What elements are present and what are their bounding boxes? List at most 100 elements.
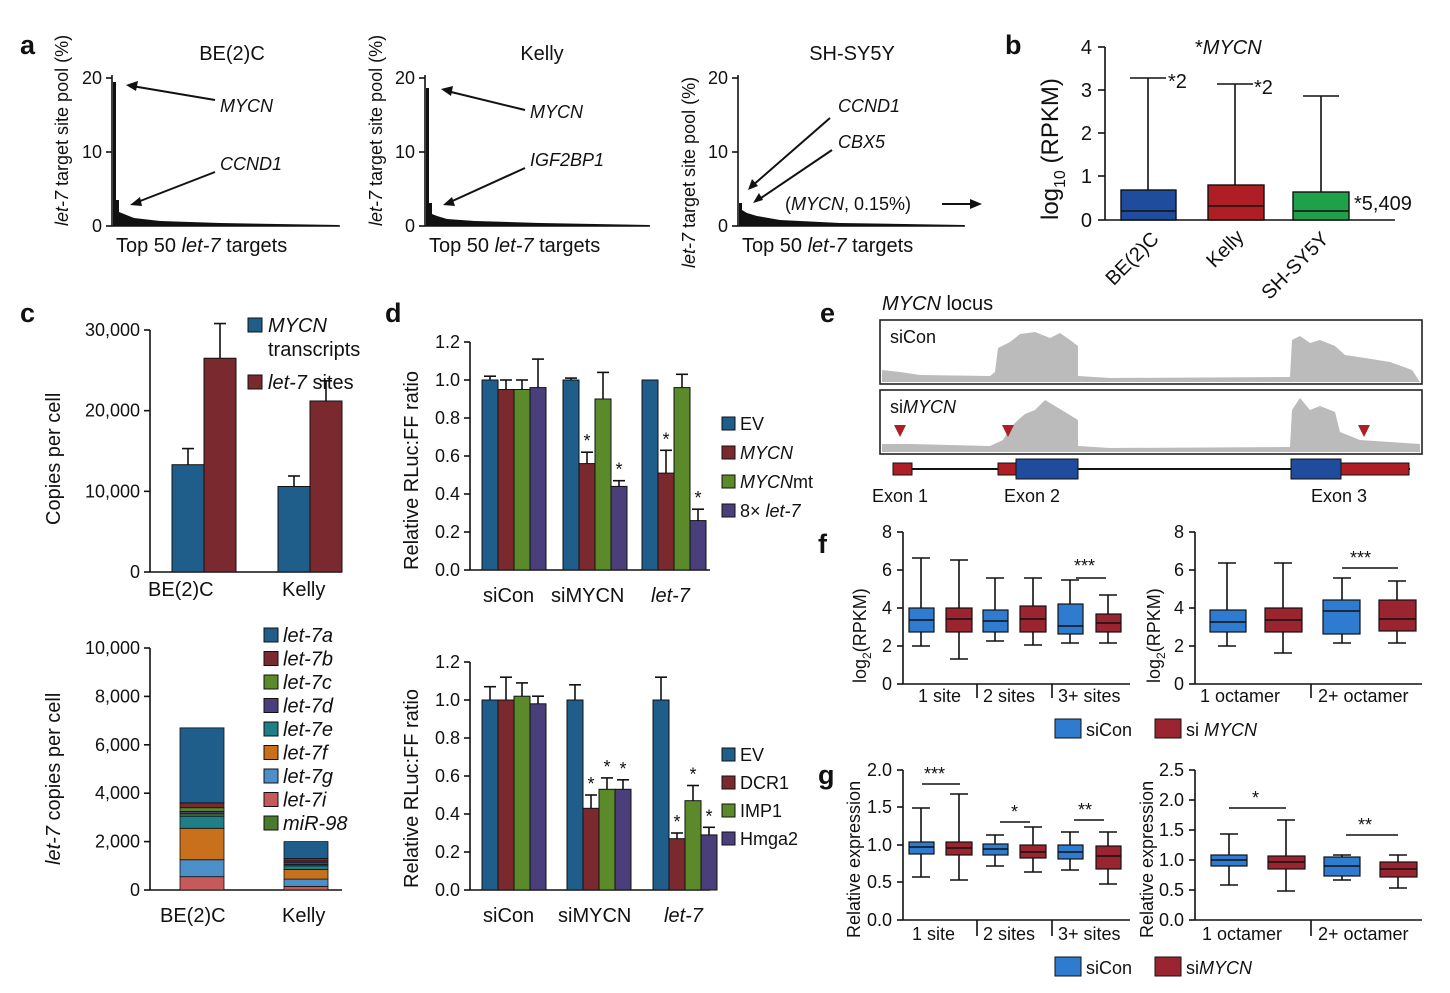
tick-label: 1.0 (435, 690, 460, 710)
tick-label: 30,000 (85, 320, 140, 340)
significance-star: * (619, 759, 626, 779)
legend-label: transcripts (268, 339, 360, 361)
x-axis-label: Top 50 let-7 targets (742, 235, 913, 257)
legend-swatch (263, 721, 279, 737)
y-axis-label: Relative RLuc:FF ratio (401, 371, 423, 570)
stacked-segment (179, 876, 225, 891)
star-label: *2 (1254, 77, 1273, 99)
annotation-note: (MYCN, 0.15%) (785, 194, 911, 214)
tick-label: 20,000 (85, 401, 140, 421)
bar (513, 695, 531, 891)
b-ticks: 0 1 2 3 4 (1081, 37, 1105, 232)
stacked-segment (283, 865, 329, 870)
legend-label: siCon (1086, 958, 1132, 978)
tick-label: 8 (1174, 522, 1184, 542)
category-label: Kelly (282, 905, 325, 927)
category-label: 2 sites (983, 924, 1035, 944)
legend-label: DCR1 (740, 773, 789, 793)
significance-star: * (689, 765, 696, 785)
box-shsy5y: *5,409 (1292, 95, 1412, 221)
bar (497, 389, 515, 571)
tick-label: 0 (718, 216, 728, 236)
significance-star: * (705, 806, 712, 826)
tick-label: 0 (92, 216, 102, 236)
bar (684, 800, 702, 891)
stacked-segment (179, 802, 225, 809)
tick-label: 10,000 (85, 638, 140, 658)
panel-a: BE(2)C 0 10 20 let-7 target site pool (%… (52, 35, 982, 268)
tick-label: 0.0 (435, 880, 460, 900)
tick-label: 0.4 (435, 484, 460, 504)
category-label: 3+ sites (1058, 686, 1121, 706)
panel-d-bottom-chart: Relative RLuc:FF ratio siCon siMYCN let-… (401, 652, 798, 927)
legend: EV MYCN MYCNmt 8× let-7 (721, 414, 813, 521)
tick-label: 4,000 (95, 783, 140, 803)
category-label: 2+ octamer (1318, 686, 1409, 706)
tick-label: 2.5 (1159, 760, 1184, 780)
bar (598, 788, 616, 891)
tick-label: 4 (1081, 37, 1092, 59)
tick-label: 2 (882, 636, 892, 656)
tick-label: 1.2 (435, 332, 460, 352)
x-axis-label: Top 50 let-7 targets (116, 235, 287, 257)
tick-label: 2.0 (867, 760, 892, 780)
category-label: 1 site (918, 686, 961, 706)
panel-label-f: f (818, 529, 828, 559)
bar (481, 379, 499, 571)
panel-a-plot-2: Kelly 0 10 20 let-7 target site pool (%)… (366, 35, 650, 257)
exon-cds (1015, 458, 1079, 480)
panel-label-g: g (818, 760, 835, 790)
tick-label: 0.2 (435, 522, 460, 542)
category-label: siCon (483, 905, 534, 927)
tick-label: 1.5 (1159, 820, 1184, 840)
legend-label: 8× let-7 (740, 501, 802, 521)
stacked-segment (179, 727, 225, 804)
box-be2c: *2 (1120, 71, 1187, 221)
star-label: *5,409 (1354, 193, 1412, 215)
bar (700, 834, 718, 891)
significance-stars: ** (1078, 800, 1092, 820)
annotation: MYCN (530, 102, 584, 122)
annotation: CBX5 (838, 132, 886, 152)
plot-title: Kelly (520, 43, 563, 65)
annotation: IGF2BP1 (530, 150, 604, 170)
legend-label: let-7f (283, 743, 330, 765)
tick-label: 0.0 (867, 910, 892, 930)
legend-label: let-7c (283, 672, 332, 694)
category-label: BE(2)C (1102, 228, 1164, 290)
legend-swatch (263, 674, 279, 690)
legend: siCon siMYCN (1054, 956, 1253, 978)
legend-swatch (247, 317, 263, 333)
tick-label: 4 (882, 598, 892, 618)
coverage-track (882, 398, 1420, 452)
tick-label: 0.6 (435, 446, 460, 466)
category-label: let-7 (664, 905, 704, 927)
tick-label: 10 (395, 142, 415, 162)
star-label: *2 (1168, 71, 1187, 93)
significance-star: * (615, 460, 622, 480)
stacked-segment (179, 815, 225, 829)
significance-stars: *** (924, 764, 945, 784)
legend: let-7alet-7blet-7clet-7dlet-7elet-7flet-… (263, 625, 347, 835)
tick-label: 6 (882, 560, 892, 580)
tick-label: 0 (1174, 674, 1184, 694)
y-axis-label: log2(RPKM) (850, 588, 874, 683)
plot-title: *MYCN (1195, 37, 1262, 59)
tick-label: 1 (1081, 166, 1092, 188)
legend-label: let-7d (283, 696, 334, 718)
legend-label: let-7g (283, 766, 333, 788)
legend-label: let-7i (283, 790, 327, 812)
stacked-segment (283, 869, 329, 880)
category-label: siMYCN (551, 585, 624, 607)
category-label: let-7 (651, 585, 691, 607)
exon-utr (997, 462, 1017, 476)
tick-label: 2,000 (95, 832, 140, 852)
tick-label: 0 (130, 880, 140, 900)
bar (513, 389, 531, 571)
tick-label: 1.0 (1159, 850, 1184, 870)
tick-label: 3 (1081, 80, 1092, 102)
stacked-segment (283, 841, 329, 859)
tick-label: 8 (882, 522, 892, 542)
legend-swatch (263, 768, 279, 784)
tick-label: 6 (1174, 560, 1184, 580)
